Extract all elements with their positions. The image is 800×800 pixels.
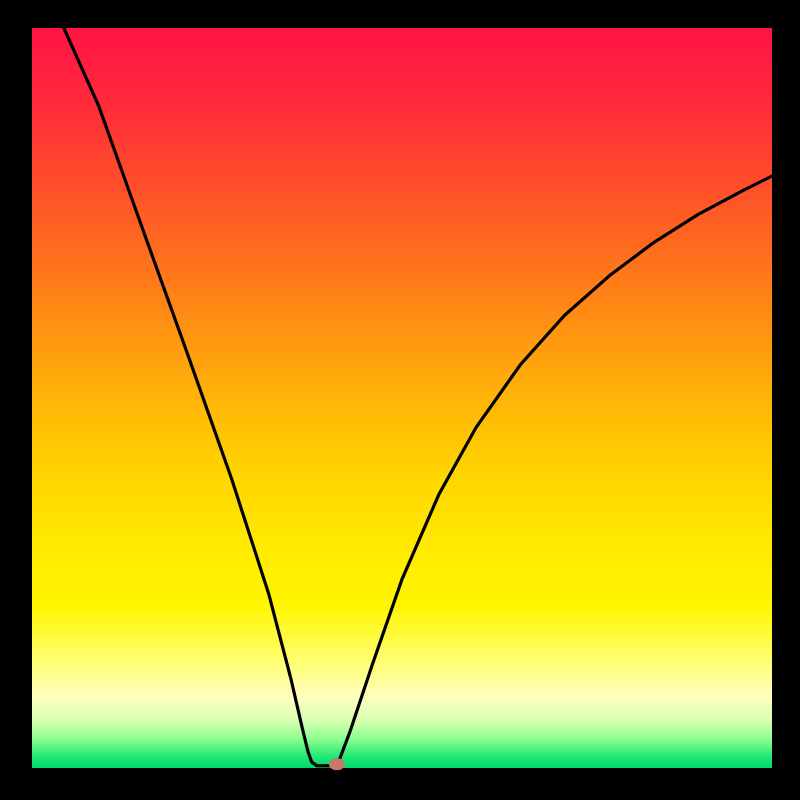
bottleneck-chart	[0, 0, 800, 800]
plot-gradient-background	[32, 28, 772, 768]
chart-container: { "watermark": { "text": "TheBottleneck.…	[0, 0, 800, 800]
optimal-point-marker	[329, 758, 345, 770]
